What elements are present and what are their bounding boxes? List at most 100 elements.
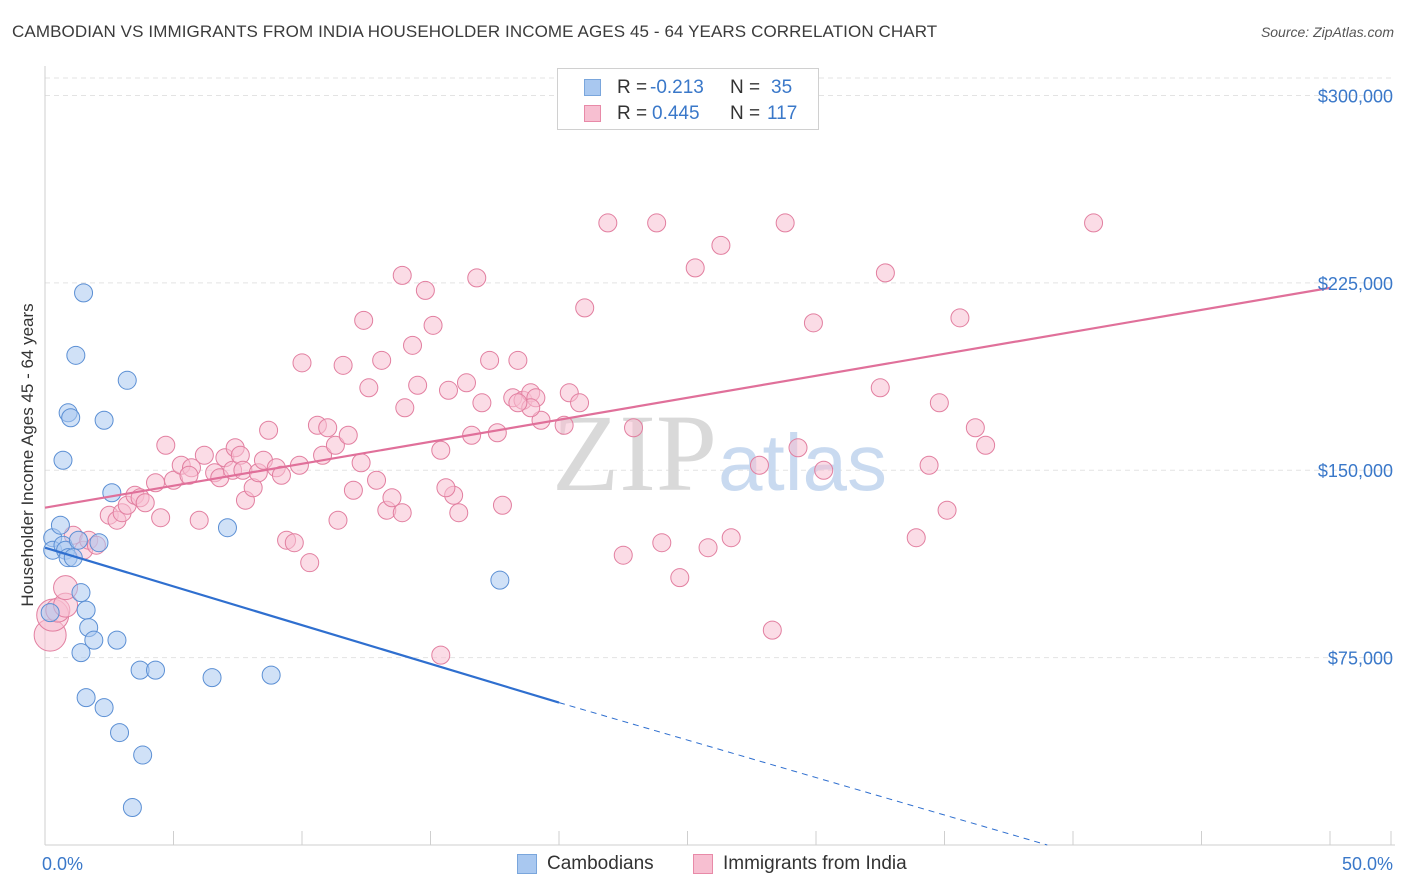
india-point xyxy=(711,235,731,255)
cambodian-point xyxy=(66,345,86,365)
cambodian-point xyxy=(50,515,70,535)
india-point xyxy=(300,553,320,573)
cambodian-point xyxy=(94,698,114,718)
trend-lines xyxy=(44,286,1331,846)
india-point xyxy=(685,258,705,278)
n-value: 117 xyxy=(767,103,798,124)
india-point xyxy=(431,645,451,665)
india-point xyxy=(343,480,363,500)
cambodian-point xyxy=(202,668,222,688)
cambodian-point xyxy=(71,583,91,603)
y-axis-title: Householder Income Ages 45 - 64 years xyxy=(18,303,37,606)
cambodian-point xyxy=(76,600,96,620)
r-label: R = xyxy=(617,103,648,124)
watermark-atlas: atlas xyxy=(718,418,887,507)
india-point xyxy=(1084,213,1104,233)
india-point xyxy=(906,528,926,548)
cambodian-point xyxy=(84,630,104,650)
r-label: R = xyxy=(617,77,648,98)
india-point xyxy=(472,393,492,413)
cambodian-point xyxy=(490,570,510,590)
india-point xyxy=(423,315,443,335)
tick-labels: $75,000 $150,000 $225,000 $300,000 0.0% 50.0% xyxy=(42,86,1393,874)
india-point xyxy=(318,418,338,438)
india-point xyxy=(436,478,456,498)
cambodians-swatch xyxy=(584,79,601,96)
stats-legend: R = -0.213 N = 35 R = 0.445 N = 117 xyxy=(557,68,819,130)
india-point xyxy=(382,488,402,508)
india-point xyxy=(788,438,808,458)
cambodian-point xyxy=(89,533,109,553)
n-label: N = xyxy=(730,77,761,98)
india-point xyxy=(647,213,667,233)
cambodian-point xyxy=(110,723,130,743)
cambodian-point xyxy=(133,745,153,765)
stats-row-cambodians: R = -0.213 N = 35 xyxy=(558,75,818,101)
india-point xyxy=(408,375,428,395)
india-point xyxy=(950,308,970,328)
cambodian-point xyxy=(146,660,166,680)
n-label: N = xyxy=(730,103,761,124)
cambodian-point xyxy=(76,688,96,708)
legend-label: Cambodians xyxy=(547,853,654,874)
cambodian-point xyxy=(217,518,237,538)
india-point xyxy=(803,313,823,333)
india-point xyxy=(338,425,358,445)
india-point xyxy=(775,213,795,233)
india-point xyxy=(613,545,633,565)
india-point xyxy=(570,393,590,413)
india-point xyxy=(598,213,618,233)
india-point xyxy=(415,280,435,300)
india-point xyxy=(325,435,345,455)
india-trend-line xyxy=(44,286,1331,509)
india-point xyxy=(976,435,996,455)
india-point xyxy=(965,418,985,438)
india-swatch xyxy=(584,105,601,122)
india-point xyxy=(487,423,507,443)
cambodian-point xyxy=(122,798,142,818)
india-point xyxy=(189,510,209,530)
india-point xyxy=(480,350,500,370)
india-point xyxy=(492,495,512,515)
y-tick-label: $150,000 xyxy=(1318,461,1393,481)
india-point xyxy=(721,528,741,548)
india-point xyxy=(135,493,155,513)
cambodian-point xyxy=(102,483,122,503)
india-point xyxy=(179,465,199,485)
y-tick-label: $300,000 xyxy=(1318,86,1393,106)
india-point xyxy=(333,355,353,375)
x-tick-label: 50.0% xyxy=(1342,854,1393,874)
india-point xyxy=(508,350,528,370)
cambodian-point xyxy=(68,530,88,550)
india-point xyxy=(814,460,834,480)
india-point xyxy=(937,500,957,520)
india-point xyxy=(351,453,371,473)
india-point xyxy=(929,393,949,413)
india-point xyxy=(354,310,374,330)
india-point xyxy=(367,470,387,490)
source-note: Source: ZipAtlas.com xyxy=(1260,24,1394,40)
cambodian-point xyxy=(94,410,114,430)
cambodian-point xyxy=(261,665,281,685)
india-point xyxy=(875,263,895,283)
cambodian-point xyxy=(74,283,94,303)
india-point xyxy=(749,455,769,475)
india-point xyxy=(392,503,412,523)
stats-row-india: R = 0.445 N = 117 xyxy=(558,101,818,127)
y-tick-label: $75,000 xyxy=(1328,649,1393,669)
india-point xyxy=(467,268,487,288)
india-point xyxy=(328,510,348,530)
india-point xyxy=(698,538,718,558)
india-point xyxy=(194,445,214,465)
r-value: -0.213 xyxy=(650,77,704,98)
india-point xyxy=(151,508,171,528)
y-tick-label: $225,000 xyxy=(1318,274,1393,294)
india-point xyxy=(259,420,279,440)
n-value: 35 xyxy=(771,77,793,98)
india-point xyxy=(359,378,379,398)
r-value: 0.445 xyxy=(652,103,700,124)
watermark-zip: ZIP xyxy=(552,392,717,514)
india-point xyxy=(919,455,939,475)
india-point xyxy=(372,350,392,370)
